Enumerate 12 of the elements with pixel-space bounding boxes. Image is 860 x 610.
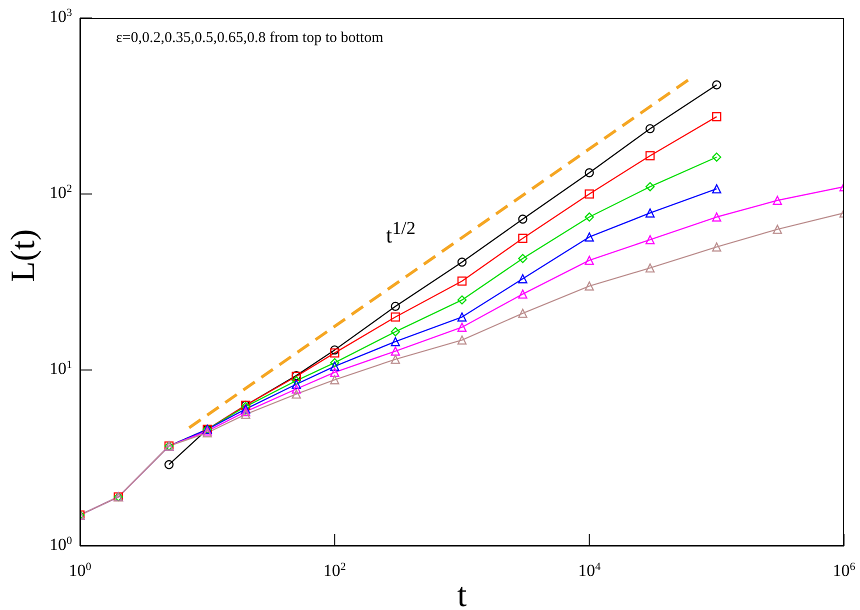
annotation: t$^{1/2}$ — [386, 218, 416, 248]
x-tick-label: 10$^{0}$ — [68, 561, 92, 580]
y-tick-label: 10$^{3}$ — [49, 7, 72, 26]
y-axis-title: L(t) — [5, 229, 42, 282]
y-tick-label: 10$^{2}$ — [49, 183, 72, 202]
y-tick-label: 10$^{0}$ — [49, 535, 72, 554]
x-axis-title: t — [457, 577, 468, 610]
annotation: ε=0,0.2,0.35,0.5,0.65,0.8 from top to bottom — [116, 30, 384, 47]
x-tick-label: 10$^{2}$ — [323, 561, 346, 580]
x-tick-label: 10$^{6}$ — [832, 561, 856, 580]
y-tick-label: 10$^{1}$ — [49, 359, 72, 378]
x-tick-label: 10$^{4}$ — [578, 561, 602, 580]
